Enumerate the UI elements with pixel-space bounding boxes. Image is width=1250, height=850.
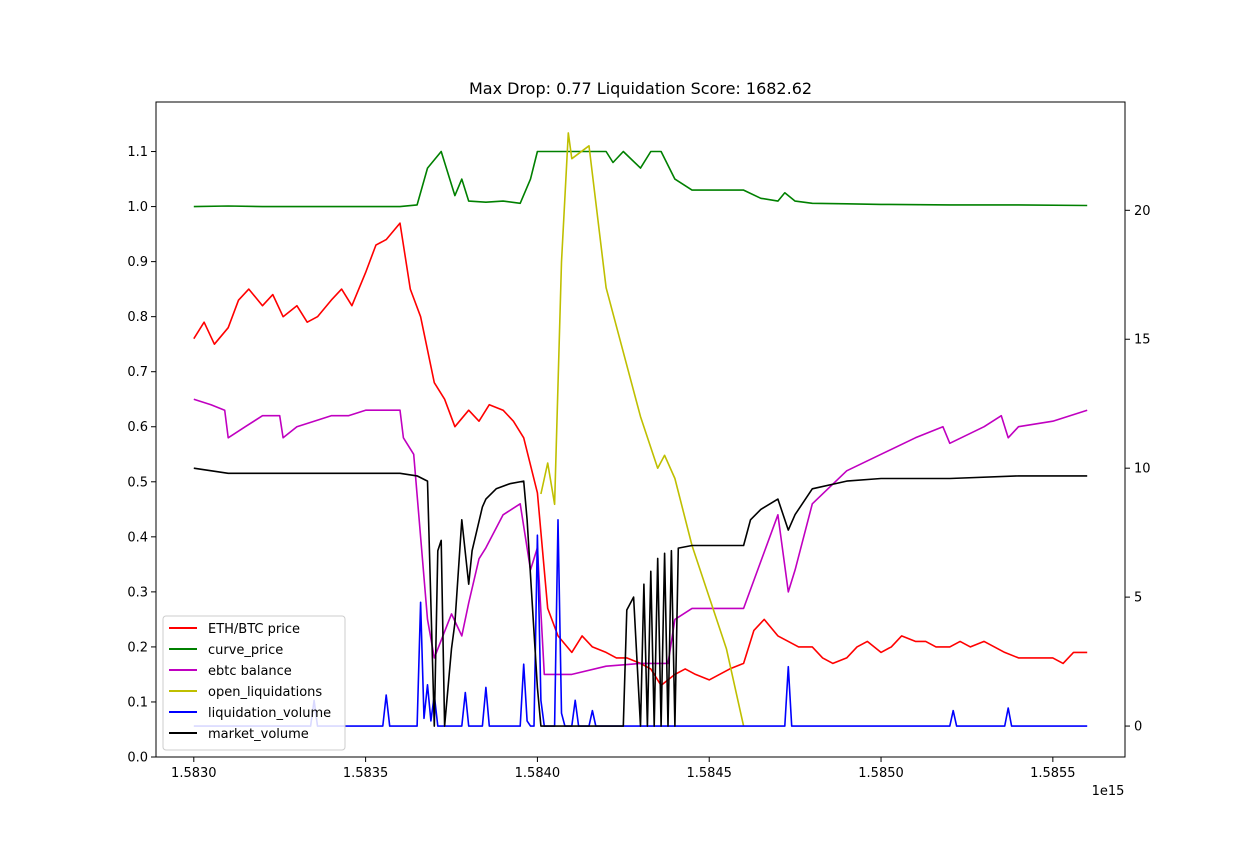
legend-label: ETH/BTC price <box>208 622 300 637</box>
y-left-tick-label: 0.2 <box>127 640 148 655</box>
y-left-tick-label: 0.5 <box>127 475 148 490</box>
x-tick-label: 1.5850 <box>858 766 904 781</box>
legend-box <box>162 615 346 751</box>
y-left-tick-label: 0.1 <box>127 695 148 710</box>
y-left-tick-label: 1.1 <box>127 145 148 160</box>
x-tick-label: 1.5830 <box>171 766 217 781</box>
y-right-tick-label: 15 <box>1134 333 1151 348</box>
series-layer <box>193 132 1088 727</box>
series-line-open-liquidations <box>540 132 745 727</box>
y-axis-right: 0 5 10 15 20 <box>1125 204 1151 735</box>
y-left-tick-label: 0.8 <box>127 310 148 325</box>
y-axis-left: 0.0 0.1 0.2 0.3 0.4 0.5 0.6 0.7 0.8 0.9 1.0 1.1 <box>127 145 156 766</box>
x-tick-label: 1.5840 <box>515 766 561 781</box>
chart-title: Max Drop: 0.77 Liquidation Score: 1682.6… <box>469 79 812 98</box>
y-left-tick-label: 0.4 <box>127 530 148 545</box>
x-axis: 1.5830 1.5835 1.5840 1.5845 1.5850 1.5855 <box>171 757 1076 781</box>
y-left-tick-label: 0.0 <box>127 751 148 766</box>
y-right-tick-label: 0 <box>1134 720 1142 735</box>
legend-label: open_liquidations <box>208 685 322 700</box>
plot-frame <box>155 101 1126 758</box>
x-tick-label: 1.5835 <box>343 766 389 781</box>
legend-label: ebtc balance <box>208 664 292 679</box>
y-right-tick-label: 20 <box>1134 204 1151 219</box>
y-left-tick-label: 0.6 <box>127 420 148 435</box>
y-left-tick-label: 0.3 <box>127 585 148 600</box>
series-line-liquidation-volume <box>193 518 1088 727</box>
y-right-tick-label: 5 <box>1134 591 1142 606</box>
x-tick-label: 1.5855 <box>1030 766 1076 781</box>
x-offset-label: 1e15 <box>1092 784 1125 799</box>
y-right-tick-label: 10 <box>1134 462 1151 477</box>
legend-label: liquidation_volume <box>208 706 331 721</box>
x-tick-label: 1.5845 <box>686 766 732 781</box>
y-left-tick-label: 0.7 <box>127 365 148 380</box>
series-line-market-volume <box>193 467 1088 727</box>
y-left-tick-label: 1.0 <box>127 200 148 215</box>
legend-label: market_volume <box>208 727 309 742</box>
y-left-tick-label: 0.9 <box>127 255 148 270</box>
legend-label: curve_price <box>208 643 283 658</box>
